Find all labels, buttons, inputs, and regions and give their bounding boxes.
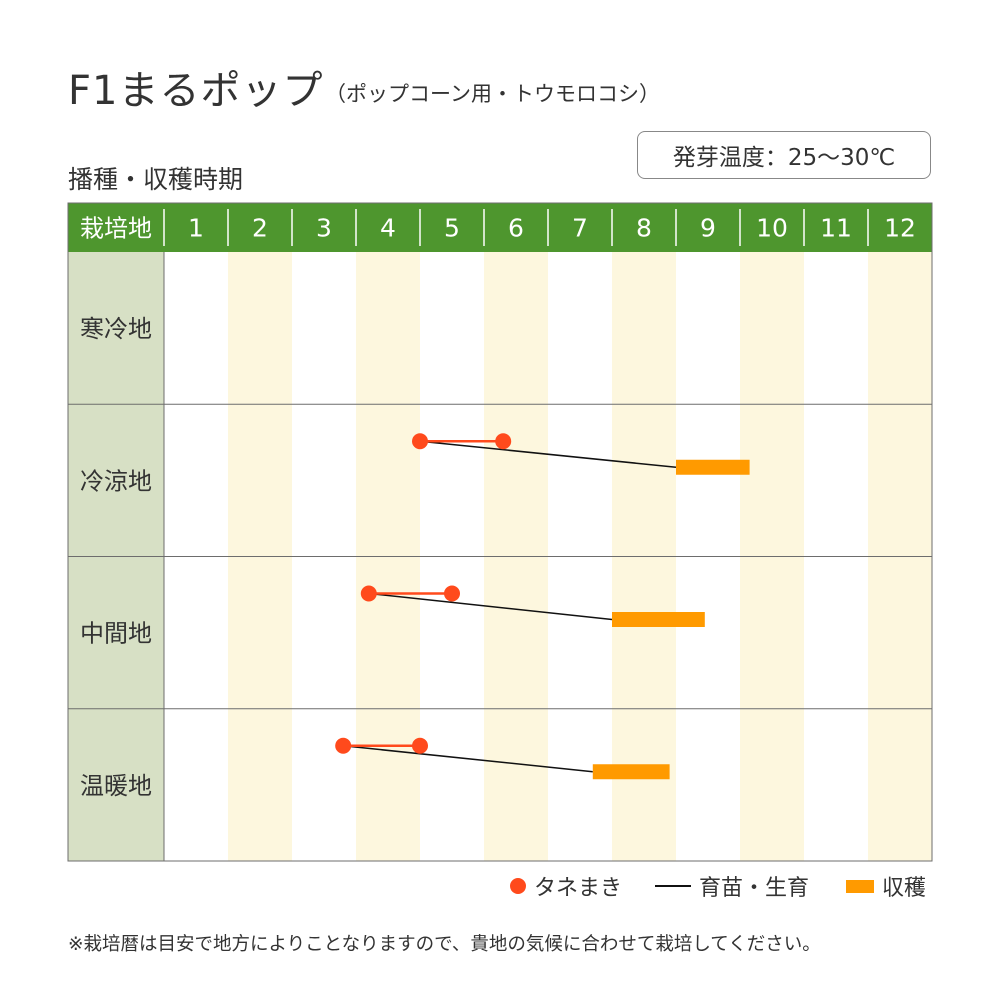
sowing-start-dot-3	[360, 585, 377, 602]
harvest-bar-3	[612, 612, 705, 627]
month-label-6: 6	[508, 214, 524, 243]
growth-line-icon	[655, 885, 691, 887]
growth-line-3	[368, 592, 613, 621]
sowing-start-dot-2	[412, 433, 428, 450]
harvest-bar-2	[676, 459, 750, 475]
sowing-end-dot-2	[495, 433, 512, 450]
harvest-bar-4	[592, 764, 670, 780]
chart-title: F1まるポップ	[68, 68, 324, 114]
region-label-2: 冷涼地	[80, 467, 152, 495]
month-label-5: 5	[444, 214, 460, 243]
chart-border	[67, 202, 933, 862]
month-label-11: 11	[820, 214, 852, 243]
legend-growth: 育苗・生育	[655, 870, 809, 902]
section-title: 播種・収穫時期	[68, 165, 244, 194]
month-label-3: 3	[316, 214, 332, 243]
chart-subtitle: （ポップコーン用・トウモロコシ）	[325, 82, 660, 106]
legend-harvest: 収穫	[846, 870, 926, 902]
month-label-7: 7	[572, 214, 588, 243]
month-label-12: 12	[884, 214, 916, 243]
legend-harvest-label: 収穫	[882, 876, 927, 901]
month-label-9: 9	[700, 214, 716, 243]
month-label-4: 4	[380, 214, 396, 243]
month-label-1: 1	[188, 214, 204, 243]
sowing-start-dot-4	[335, 737, 352, 754]
footnote: ※栽培暦は目安で地方によりことなりますので、貴地の気候に合わせて栽培してください…	[68, 934, 821, 955]
month-label-2: 2	[252, 214, 268, 243]
sowing-end-dot-4	[412, 737, 428, 754]
growth-line-4	[343, 745, 593, 773]
sowing-dot-icon	[510, 878, 526, 894]
month-label-8: 8	[636, 214, 652, 243]
legend-sowing-label: タネまき	[534, 876, 623, 901]
corner-label: 栽培地	[80, 215, 152, 243]
header-band	[68, 203, 932, 252]
legend-growth-label: 育苗・生育	[699, 876, 810, 901]
legend-sowing: タネまき	[508, 870, 622, 902]
region-label-1: 寒冷地	[80, 315, 152, 343]
sowing-end-dot-3	[444, 585, 460, 602]
month-label-10: 10	[756, 214, 788, 243]
harvest-bar-icon	[846, 880, 874, 893]
region-label-4: 温暖地	[80, 772, 152, 800]
growth-line-2	[419, 440, 677, 468]
germination-temperature-box: 発芽温度：25～30℃	[637, 131, 931, 179]
region-label-3: 中間地	[80, 620, 152, 648]
